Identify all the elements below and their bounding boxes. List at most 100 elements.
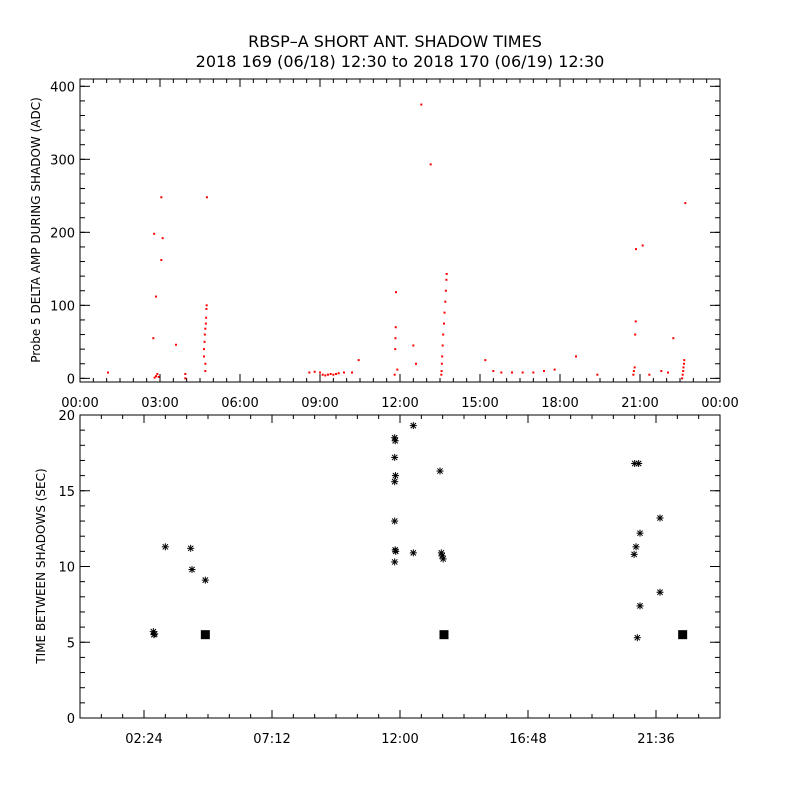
data-point: [440, 373, 443, 376]
data-point-square: [200, 630, 210, 640]
data-point-asterisk: [188, 566, 196, 574]
data-point-asterisk: [632, 543, 640, 551]
data-point: [357, 359, 360, 362]
data-point: [329, 372, 332, 375]
data-point: [394, 326, 397, 329]
data-point: [205, 316, 208, 319]
data-point: [393, 373, 396, 376]
data-point: [682, 366, 685, 369]
data-point-asterisk: [439, 555, 447, 563]
data-point-asterisk: [409, 549, 417, 557]
data-point-asterisk: [151, 630, 159, 638]
data-point: [308, 371, 311, 374]
data-point: [205, 307, 208, 310]
x-tick-label: 15:00: [461, 396, 498, 411]
data-point: [204, 362, 207, 365]
data-point: [203, 348, 205, 351]
data-point: [500, 371, 503, 374]
data-point: [429, 163, 432, 166]
x-tick-label: 12:00: [381, 396, 418, 411]
data-point: [160, 196, 163, 199]
data-point: [440, 362, 443, 365]
data-point: [204, 322, 207, 325]
data-point: [420, 103, 423, 106]
x-tick-label: 02:24: [125, 732, 162, 747]
x-tick-label: 03:00: [141, 396, 178, 411]
top-panel-amplitude: 00:00 03:00 06:00 09:00 12:00 15:00 18:00 21:00…: [29, 78, 739, 411]
data-point: [313, 370, 316, 373]
data-point: [445, 272, 448, 275]
x-tick-label: 09:00: [301, 396, 338, 411]
data-point: [319, 371, 321, 374]
data-point: [203, 355, 205, 358]
data-point: [394, 348, 397, 351]
bottom-panel-time-between: 02:24 07:12 12:00 16:48 21:36 0 5 10 15 20 TIME B…: [34, 409, 721, 747]
data-point: [682, 370, 685, 373]
data-point: [445, 278, 448, 281]
data-point: [521, 371, 524, 374]
data-point: [327, 373, 329, 376]
data-point: [184, 372, 187, 375]
data-point: [332, 373, 335, 376]
data-point: [648, 373, 651, 376]
y-tick-label: 10: [58, 561, 75, 576]
data-point: [634, 320, 637, 323]
data-point: [395, 291, 397, 294]
data-point: [632, 370, 635, 373]
y-tick-label: 5: [67, 636, 75, 651]
data-point-asterisk: [392, 547, 400, 555]
top-data-points: [107, 103, 687, 380]
y-tick-label: 100: [50, 299, 75, 314]
data-point: [633, 366, 636, 369]
data-point-asterisk: [187, 544, 195, 552]
data-point: [443, 311, 446, 314]
data-point-asterisk: [391, 478, 399, 486]
data-point: [161, 237, 164, 240]
y-tick-label: 400: [50, 80, 75, 95]
x-tick-label: 00:00: [701, 396, 738, 411]
data-point: [444, 289, 447, 292]
data-point-asterisk: [656, 588, 664, 596]
data-point: [635, 248, 637, 251]
data-point: [596, 373, 599, 376]
data-point: [321, 373, 324, 376]
title-line-2: 2018 169 (06/18) 12:30 to 2018 170 (06/1…: [196, 52, 605, 71]
data-point: [443, 322, 445, 325]
title-line-1: RBSP–A SHORT ANT. SHADOW TIMES: [248, 32, 542, 51]
data-point: [683, 362, 685, 365]
data-point-asterisk: [630, 550, 638, 558]
data-point: [492, 370, 495, 373]
top-y-axis-label: Probe 5 DELTA AMP DURING SHADOW (ADC): [29, 97, 43, 363]
data-point: [184, 377, 187, 380]
data-point: [203, 340, 206, 343]
data-point: [543, 370, 545, 373]
x-tick-label: 06:00: [221, 396, 258, 411]
data-point: [337, 372, 340, 375]
bottom-axis-ticks: 02:24 07:12 12:00 16:48 21:36 0 5 10 15 20: [58, 409, 721, 747]
data-point: [415, 362, 417, 365]
data-point: [532, 371, 535, 374]
bottom-plot-frame: [79, 414, 721, 719]
data-point: [441, 344, 444, 347]
x-tick-label: 07:12: [253, 732, 290, 747]
top-plot-frame: [79, 78, 721, 383]
data-point: [672, 337, 675, 340]
data-point: [442, 333, 445, 336]
data-point: [683, 359, 686, 362]
data-point-asterisk: [409, 422, 417, 430]
data-point: [157, 375, 160, 378]
data-point: [205, 304, 208, 307]
y-tick-label: 20: [58, 409, 75, 424]
x-tick-label: 16:48: [509, 732, 546, 747]
data-point: [175, 343, 177, 346]
y-tick-label: 300: [50, 153, 75, 168]
data-point: [335, 372, 337, 375]
x-tick-label: 00:00: [61, 396, 98, 411]
data-point: [660, 370, 663, 373]
data-point-asterisk: [391, 558, 399, 566]
data-point-asterisk: [436, 467, 444, 475]
x-tick-label: 21:00: [621, 396, 658, 411]
data-point: [667, 371, 669, 374]
x-tick-label: 12:00: [381, 732, 418, 747]
